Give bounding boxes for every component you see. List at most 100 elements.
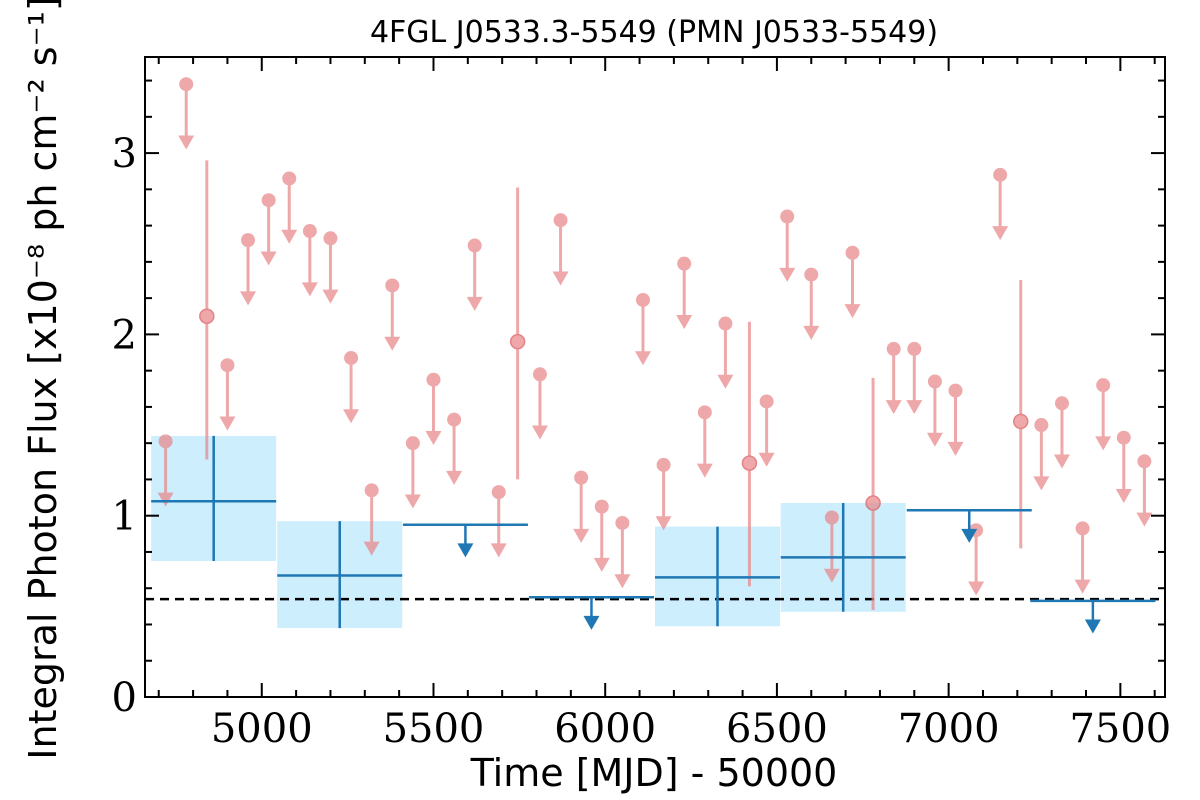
- upper-limit-point: [885, 341, 902, 415]
- upper-limit-marker: [1116, 430, 1131, 445]
- coarse-upper-limit-head: [583, 615, 600, 630]
- upper-limit-arrow-head: [446, 470, 463, 485]
- upper-limit-arrow-head: [634, 351, 651, 366]
- plot-border: [144, 56, 1166, 698]
- detection-point: [865, 377, 881, 610]
- upper-limit-arrow-head: [614, 574, 631, 589]
- upper-limit-arrow-head: [219, 416, 236, 431]
- upper-limit-arrow-head: [240, 291, 257, 306]
- x-tick-label: 6500: [726, 706, 828, 752]
- upper-limit-arrow-head: [490, 543, 507, 558]
- coarse-detection: [151, 435, 277, 562]
- upper-limit-point: [178, 77, 195, 150]
- upper-limit-point: [425, 372, 442, 445]
- detection-marker: [1013, 413, 1029, 430]
- upper-limit-point: [634, 292, 651, 366]
- upper-limit-point: [844, 245, 861, 319]
- upper-limit-arrow-head: [1115, 489, 1132, 504]
- upper-limit-point: [926, 374, 943, 447]
- upper-limit-point: [1136, 454, 1153, 527]
- coarse-detection: [655, 526, 781, 627]
- upper-limit-marker: [364, 483, 379, 498]
- upper-limit-arrow-head: [906, 400, 923, 415]
- plot-frame: [144, 56, 1166, 698]
- coarse-upper-limit: [1030, 599, 1156, 634]
- chart-title: 4FGL J0533.3-5549 (PMN J0533-5549): [370, 15, 938, 50]
- upper-limit-point: [446, 412, 463, 485]
- upper-limit-point: [803, 267, 820, 340]
- upper-limit-arrow-head: [157, 492, 174, 507]
- upper-limit-point: [758, 394, 775, 467]
- coarse-upper-limit-head: [1084, 619, 1101, 634]
- upper-limit-marker: [1054, 396, 1069, 411]
- upper-limit-point: [343, 350, 360, 424]
- upper-limit-arrow-head: [968, 581, 985, 596]
- detection-point: [509, 187, 526, 480]
- upper-limit-marker: [426, 372, 441, 387]
- upper-limit-marker: [553, 213, 568, 228]
- upper-limit-arrow-head: [779, 267, 796, 282]
- upper-limit-arrow-head: [1074, 579, 1091, 594]
- upper-limit-point: [992, 167, 1009, 241]
- upper-limit-arrow-head: [363, 541, 380, 556]
- upper-limit-marker: [656, 457, 671, 472]
- upper-limit-marker: [344, 350, 359, 365]
- upper-limit-point: [219, 358, 236, 431]
- coarse-detection: [277, 521, 403, 629]
- upper-limit-point: [490, 485, 507, 558]
- upper-limit-point: [573, 470, 590, 543]
- upper-limit-marker: [594, 499, 609, 514]
- upper-limit-marker: [615, 515, 630, 530]
- upper-limit-point: [281, 171, 298, 244]
- upper-limit-point: [157, 434, 174, 507]
- x-tick-label: 6000: [554, 706, 656, 752]
- upper-limit-marker: [467, 238, 482, 253]
- upper-limit-point: [947, 383, 964, 456]
- upper-limit-arrow-head: [1095, 436, 1112, 451]
- upper-limit-marker: [718, 316, 733, 331]
- upper-limit-arrow-head: [1136, 512, 1153, 527]
- detection-marker: [741, 455, 758, 471]
- upper-limit-marker: [759, 394, 774, 409]
- upper-limit-marker: [574, 470, 589, 485]
- upper-limit-point: [593, 499, 610, 572]
- y-tick-label: 3: [112, 131, 137, 177]
- upper-limit-marker: [385, 278, 400, 293]
- x-tick-label: 7500: [1069, 706, 1171, 752]
- upper-limit-marker: [780, 209, 795, 224]
- upper-limit-marker: [241, 233, 256, 248]
- upper-limit-point: [823, 510, 840, 583]
- y-tick-label: 1: [112, 494, 137, 540]
- x-axis-label: Time [MJD] - 50000: [470, 751, 838, 795]
- upper-limit-arrow-head: [844, 304, 861, 319]
- upper-limit-marker: [1034, 418, 1049, 433]
- upper-limit-marker: [261, 193, 276, 208]
- y-tick-label: 2: [112, 312, 137, 358]
- upper-limit-marker: [697, 405, 712, 420]
- upper-limit-arrow-head: [552, 271, 569, 286]
- upper-limit-arrow-head: [281, 229, 298, 244]
- upper-limit-point: [1095, 378, 1112, 451]
- upper-limit-arrow-head: [823, 568, 840, 583]
- upper-limit-arrow-head: [301, 282, 318, 297]
- upper-limit-marker: [282, 171, 297, 186]
- y-tick-label: 0: [112, 675, 137, 721]
- upper-limit-marker: [948, 383, 963, 398]
- upper-limit-point: [1033, 418, 1050, 491]
- detection-marker: [509, 333, 526, 350]
- upper-limit-arrow-head: [343, 409, 360, 424]
- upper-limit-arrow-head: [384, 336, 401, 351]
- upper-limit-marker: [323, 231, 338, 246]
- upper-limit-marker: [302, 224, 317, 239]
- upper-limit-marker: [845, 245, 860, 260]
- upper-limit-arrow-head: [260, 251, 277, 266]
- upper-limit-arrow-head: [676, 314, 693, 329]
- upper-limit-arrow-head: [803, 325, 820, 340]
- upper-limit-marker: [677, 256, 692, 271]
- upper-limit-marker: [447, 412, 462, 427]
- x-tick-label: 5000: [211, 706, 313, 752]
- coarse-bin-series: [151, 435, 1156, 634]
- upper-limit-point: [322, 231, 339, 304]
- upper-limit-point: [1115, 430, 1132, 504]
- upper-limit-arrow-head: [1033, 476, 1050, 491]
